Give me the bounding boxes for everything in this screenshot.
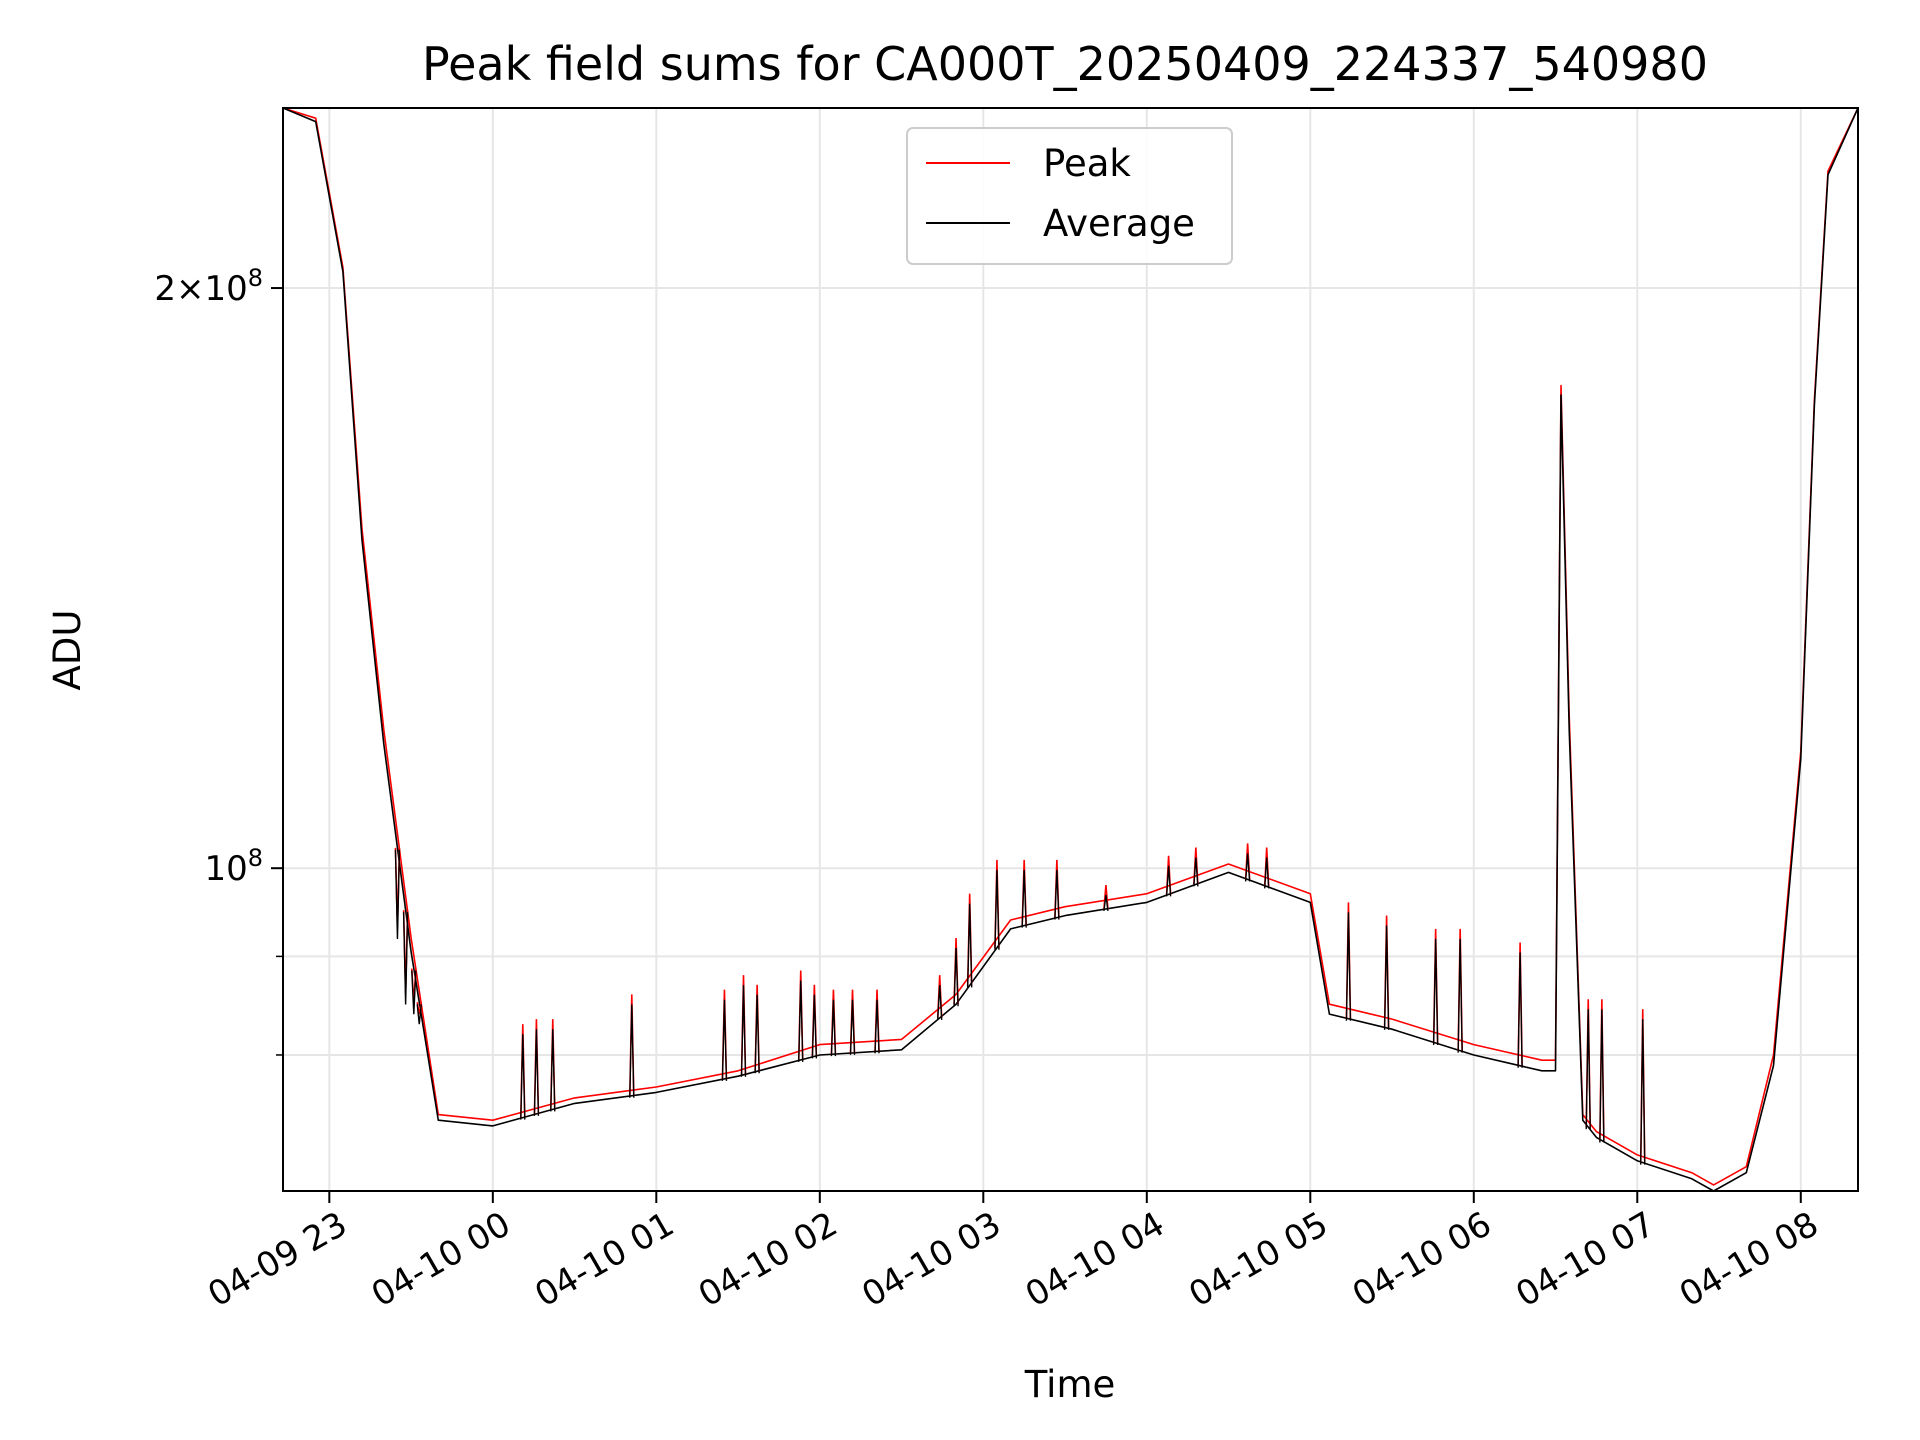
average-spike	[1517, 952, 1523, 1068]
average-spike	[953, 947, 959, 1007]
average-spike	[1021, 869, 1027, 928]
grid	[283, 108, 1858, 1191]
average-spike	[1640, 1019, 1646, 1165]
average-spike	[721, 999, 728, 1081]
y-tick-label: 108	[204, 844, 263, 889]
average-spike	[830, 999, 837, 1057]
average-spike	[411, 970, 417, 1015]
legend-label-average: Average	[1043, 202, 1195, 245]
average-spike	[550, 1029, 556, 1112]
plot-frame	[282, 107, 1859, 1192]
average-spike	[811, 994, 818, 1059]
average-spike	[1054, 869, 1060, 920]
average-spike	[874, 999, 880, 1054]
average-spike	[1432, 938, 1439, 1045]
average-spike	[1193, 857, 1199, 887]
average-spike	[416, 1004, 422, 1025]
legend: Peak Average	[906, 127, 1233, 265]
average-spike	[533, 1029, 540, 1116]
x-axis-label: Time	[1024, 1363, 1116, 1406]
average-spike	[1585, 1009, 1591, 1130]
average-spike	[1383, 925, 1390, 1030]
average-spike	[1457, 938, 1463, 1053]
average-spike	[394, 849, 401, 939]
average-spike	[754, 994, 760, 1074]
average-spike	[1263, 857, 1270, 889]
average-spike	[1103, 895, 1109, 912]
average-spike	[1165, 865, 1172, 897]
average-spike	[994, 869, 1000, 950]
chart-title: Peak field sums for CA000T_20250409_2243…	[422, 37, 1708, 91]
series-line-peak	[282, 107, 1859, 1186]
average-spike	[520, 1034, 526, 1120]
average-spike	[740, 985, 747, 1077]
y-axis-label: ADU	[46, 610, 89, 691]
average-spike	[402, 912, 409, 1005]
average-spike	[1345, 912, 1352, 1021]
average-spike	[849, 999, 856, 1055]
plot-area	[282, 107, 1859, 1192]
y-tick-label: 2×108	[154, 264, 263, 309]
average-spike	[937, 985, 943, 1020]
average-spike	[798, 980, 804, 1062]
legend-label-peak: Peak	[1043, 142, 1131, 185]
average-spike	[1244, 853, 1251, 882]
average-spike	[966, 903, 973, 988]
average-spike	[629, 1004, 635, 1098]
average-spike	[1599, 1009, 1605, 1143]
